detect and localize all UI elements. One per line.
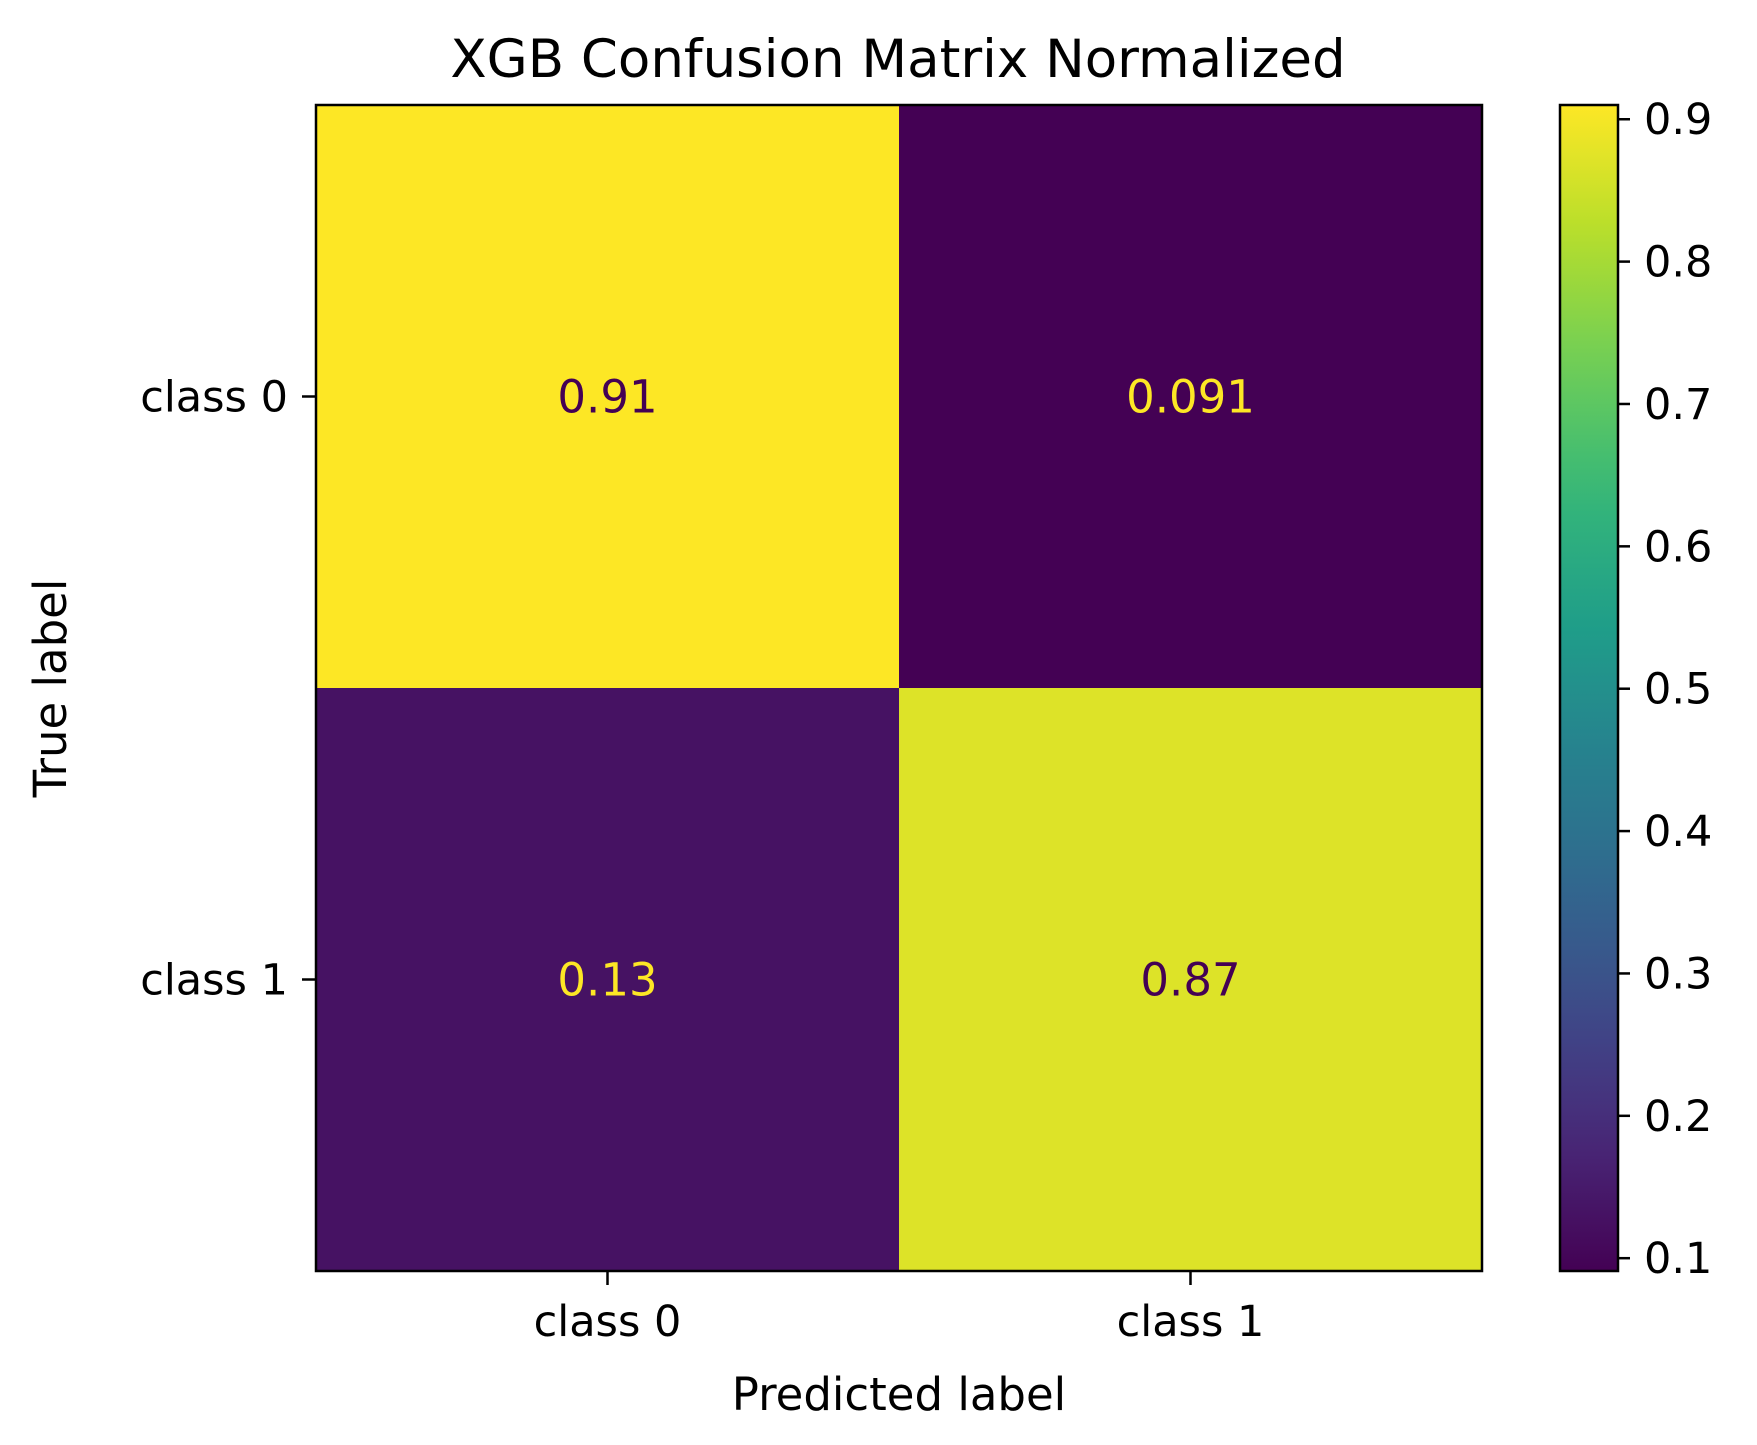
x-tick-label: class 0 [534, 1297, 682, 1347]
colorbar: 0.1 0.2 0.3 0.4 0.5 0.6 0.7 0.8 0.9 [1558, 95, 1712, 1284]
heatmap-cells: 0.91 0.091 0.13 0.87 [316, 105, 1483, 1272]
x-axis-label: Predicted label [732, 1368, 1066, 1421]
colorbar-tick-label: 0.3 [1644, 949, 1712, 999]
y-tick-label: class 0 [140, 373, 288, 423]
colorbar-tick-label: 0.6 [1644, 522, 1712, 572]
x-tick-label: class 1 [1117, 1297, 1265, 1347]
heatmap-cell-0-1 [899, 105, 1483, 689]
colorbar-gradient [1560, 105, 1618, 1271]
cell-value-label-1-1: 0.87 [1140, 954, 1240, 1007]
cell-value-label-1-0: 0.13 [557, 954, 657, 1007]
colorbar-tick-label: 0.1 [1644, 1234, 1712, 1284]
heatmap-cell-1-0 [316, 688, 900, 1272]
colorbar-tick-label: 0.4 [1644, 807, 1712, 857]
heatmap-cell-0-0 [316, 105, 900, 689]
colorbar-tick-label: 0.7 [1644, 380, 1712, 430]
cell-value-label-0-1: 0.091 [1126, 371, 1255, 424]
colorbar-tick-label: 0.5 [1644, 665, 1712, 715]
colorbar-tick-label: 0.9 [1644, 95, 1712, 145]
y-axis-ticks: class 0 class 1 [140, 373, 316, 1006]
chart-title: XGB Confusion Matrix Normalized [450, 29, 1345, 90]
y-axis-label: True label [24, 579, 77, 799]
colorbar-tick-label: 0.2 [1644, 1092, 1712, 1142]
cell-value-label-0-0: 0.91 [557, 371, 657, 424]
x-axis-ticks: class 0 class 1 [534, 1271, 1265, 1347]
heatmap-cell-1-1 [899, 688, 1483, 1272]
colorbar-tick-label: 0.8 [1644, 238, 1712, 288]
y-tick-label: class 1 [140, 956, 288, 1006]
plot-frame [314, 103, 1484, 1273]
